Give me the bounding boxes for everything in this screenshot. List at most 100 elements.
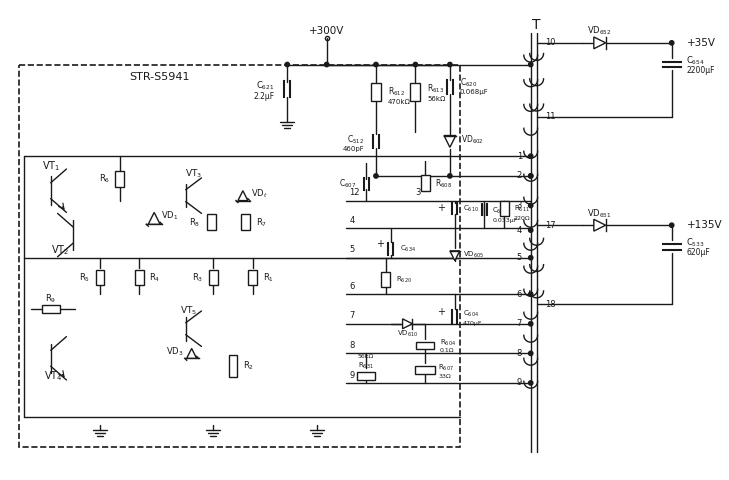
Circle shape: [669, 41, 674, 45]
Text: 620μF: 620μF: [687, 248, 710, 257]
Text: STR-S5941: STR-S5941: [130, 72, 190, 83]
Text: 2: 2: [517, 171, 522, 180]
Circle shape: [448, 62, 452, 67]
Text: VD$_{602}$: VD$_{602}$: [461, 133, 483, 146]
Text: 0.1Ω: 0.1Ω: [440, 348, 455, 353]
Circle shape: [285, 62, 289, 67]
Text: R$_{612}$: R$_{612}$: [388, 86, 405, 98]
Text: R$_9$: R$_9$: [45, 293, 56, 305]
Circle shape: [669, 223, 674, 228]
Text: 11: 11: [545, 112, 556, 121]
Bar: [135, 270, 144, 285]
Text: VT$_4$: VT$_4$: [44, 369, 63, 383]
Bar: [241, 215, 250, 230]
Text: 0.068μF: 0.068μF: [460, 89, 488, 95]
Text: 4: 4: [349, 216, 354, 225]
Text: C$_{512}$: C$_{512}$: [347, 133, 364, 146]
Text: +: +: [437, 204, 445, 214]
Text: R$_{620}$: R$_{620}$: [396, 275, 412, 285]
Bar: [357, 372, 375, 380]
Circle shape: [529, 174, 533, 178]
Text: 56kΩ: 56kΩ: [358, 354, 374, 359]
Polygon shape: [594, 219, 606, 231]
Text: C$_{607}$: C$_{607}$: [339, 178, 356, 190]
Text: 9: 9: [517, 378, 522, 387]
Text: VD$_{651}$: VD$_{651}$: [588, 207, 612, 220]
Text: 10: 10: [545, 38, 556, 48]
Text: 3: 3: [416, 188, 421, 197]
Text: 2200μF: 2200μF: [687, 66, 715, 75]
Bar: [499, 201, 509, 216]
Circle shape: [529, 62, 533, 67]
Circle shape: [529, 174, 533, 178]
Text: +300V: +300V: [309, 26, 344, 36]
Text: R$_1$: R$_1$: [262, 271, 273, 284]
Text: 8: 8: [349, 341, 355, 350]
Text: VD$_t$: VD$_t$: [251, 187, 268, 200]
Polygon shape: [402, 319, 413, 329]
Text: R$_3$: R$_3$: [192, 271, 203, 284]
Polygon shape: [238, 191, 248, 201]
Text: 18: 18: [545, 300, 556, 309]
Text: 0.033μF: 0.033μF: [492, 218, 518, 223]
Text: 2.2μF: 2.2μF: [253, 92, 274, 101]
Text: +35V: +35V: [687, 38, 715, 48]
Text: +135V: +135V: [687, 220, 722, 230]
Bar: [371, 83, 381, 101]
Text: R$_2$: R$_2$: [243, 360, 254, 372]
Text: VD$_3$: VD$_3$: [166, 345, 184, 358]
Circle shape: [529, 381, 533, 385]
Text: 1: 1: [517, 152, 522, 161]
Text: VT$_1$: VT$_1$: [42, 159, 60, 173]
Bar: [421, 175, 429, 191]
Text: 7: 7: [349, 312, 355, 321]
Text: 12: 12: [349, 188, 360, 197]
Circle shape: [529, 255, 533, 260]
Polygon shape: [444, 135, 456, 147]
Bar: [416, 342, 434, 349]
Bar: [207, 215, 216, 230]
Text: R$_7$: R$_7$: [256, 216, 267, 228]
Circle shape: [529, 154, 533, 158]
Text: VT$_2$: VT$_2$: [51, 243, 70, 257]
Circle shape: [529, 292, 533, 296]
Bar: [229, 355, 238, 377]
Text: 8: 8: [516, 349, 522, 358]
Text: 17: 17: [545, 221, 556, 230]
Text: R$_{608}$: R$_{608}$: [435, 178, 452, 190]
Text: R$_6$: R$_6$: [98, 173, 110, 185]
Text: 6: 6: [516, 290, 522, 299]
Text: R$_8$: R$_8$: [190, 216, 200, 228]
Text: VD$_{605}$: VD$_{605}$: [463, 250, 484, 260]
Circle shape: [529, 351, 533, 356]
Text: 3: 3: [516, 201, 522, 210]
Circle shape: [529, 322, 533, 326]
Text: C$_{610}$: C$_{610}$: [463, 204, 479, 214]
Text: 6: 6: [349, 282, 355, 291]
Bar: [19, 64, 460, 447]
Polygon shape: [187, 348, 197, 358]
Polygon shape: [450, 251, 460, 261]
Circle shape: [529, 228, 533, 232]
Circle shape: [374, 174, 378, 178]
Polygon shape: [594, 37, 606, 49]
Text: C$_{654}$: C$_{654}$: [687, 54, 705, 67]
Text: 9: 9: [349, 371, 354, 380]
Text: R$_{607}$: R$_{607}$: [438, 363, 454, 373]
Text: +: +: [437, 307, 445, 317]
Text: VT$_3$: VT$_3$: [185, 168, 202, 180]
Bar: [95, 270, 104, 285]
Text: R$_{613}$: R$_{613}$: [427, 83, 445, 96]
Text: +: +: [376, 239, 384, 249]
Text: R$_5$: R$_5$: [79, 271, 90, 284]
Text: T: T: [532, 18, 541, 32]
Text: 220Ω: 220Ω: [514, 216, 531, 221]
Text: 5: 5: [349, 245, 354, 254]
Text: C$_{604}$: C$_{604}$: [463, 309, 479, 319]
Text: C$_{634}$: C$_{634}$: [399, 244, 416, 254]
Text: 7: 7: [516, 319, 522, 328]
Circle shape: [413, 62, 418, 67]
Circle shape: [529, 204, 533, 208]
Text: R$_{631}$: R$_{631}$: [358, 361, 374, 371]
Text: 4: 4: [517, 226, 522, 235]
